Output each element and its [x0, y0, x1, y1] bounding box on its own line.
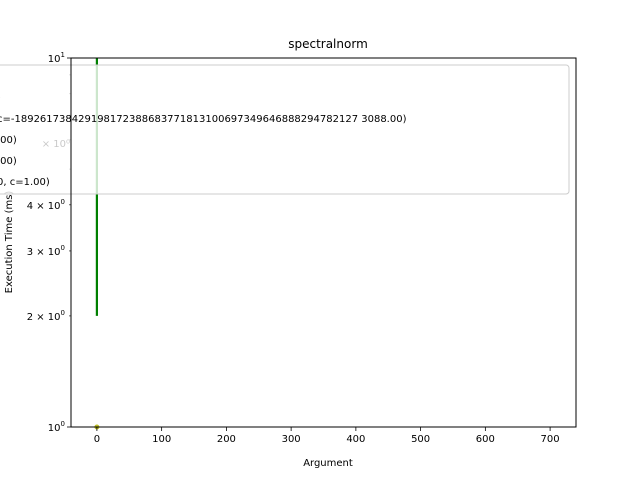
- y-minor-tick-label-exponent: 0: [61, 244, 65, 252]
- legend-entry-label: .00): [0, 156, 17, 167]
- x-tick-label: 100: [152, 434, 171, 445]
- y-major-tick-label: 101: [48, 51, 65, 65]
- x-tick-label: 300: [282, 434, 301, 445]
- x-tick-label: 0: [94, 434, 100, 445]
- legend-entry-label: .00): [0, 135, 17, 146]
- y-major-tick-label-base: 10: [48, 423, 61, 434]
- y-major-tick-label-base: 10: [48, 54, 61, 65]
- axes-frame: [70, 57, 577, 428]
- x-tick-label: 200: [217, 434, 236, 445]
- legend-entry-label: 0, c=1.00): [0, 177, 50, 188]
- legend-entry-label: ): [0, 93, 1, 104]
- y-minor-tick-label-exponent: 0: [61, 198, 65, 206]
- x-tick-label: 400: [346, 434, 365, 445]
- y-major-tick-label-exponent: 0: [61, 420, 65, 428]
- legend-entry-label: c=-1892617384291981723886837718131006973…: [0, 114, 407, 125]
- x-tick-label: 600: [476, 434, 495, 445]
- x-tick-label: 500: [411, 434, 430, 445]
- x-tick-label: 700: [541, 434, 560, 445]
- x-axis-label: Argument: [303, 458, 353, 469]
- legend-box: [0, 64, 570, 195]
- chart-title: spectralnorm: [288, 37, 368, 51]
- y-minor-tick-label: 3 × 100: [27, 244, 65, 258]
- y-major-tick-label-exponent: 1: [61, 51, 65, 59]
- x-axis: 0 100 200 300 400 500 600 700: [94, 427, 560, 445]
- y-minor-tick-label-base: 2 × 10: [27, 312, 61, 323]
- y-minor-tick-label: 4 × 100: [27, 198, 65, 212]
- legend: × 10⁰) c=-1892617384291981723886837718131…: [0, 64, 570, 195]
- y-axis-label: Execution Time (ms): [4, 191, 15, 294]
- y-tick-label-behind-legend: × 10⁰: [42, 139, 70, 150]
- y-minor-tick-label-exponent: 0: [61, 309, 65, 317]
- y-major-tick-label: 100: [48, 420, 65, 434]
- y-minor-tick-label: 2 × 100: [27, 309, 65, 323]
- y-minor-tick-label-base: 3 × 10: [27, 247, 61, 258]
- y-minor-tick-label-base: 4 × 10: [27, 201, 61, 212]
